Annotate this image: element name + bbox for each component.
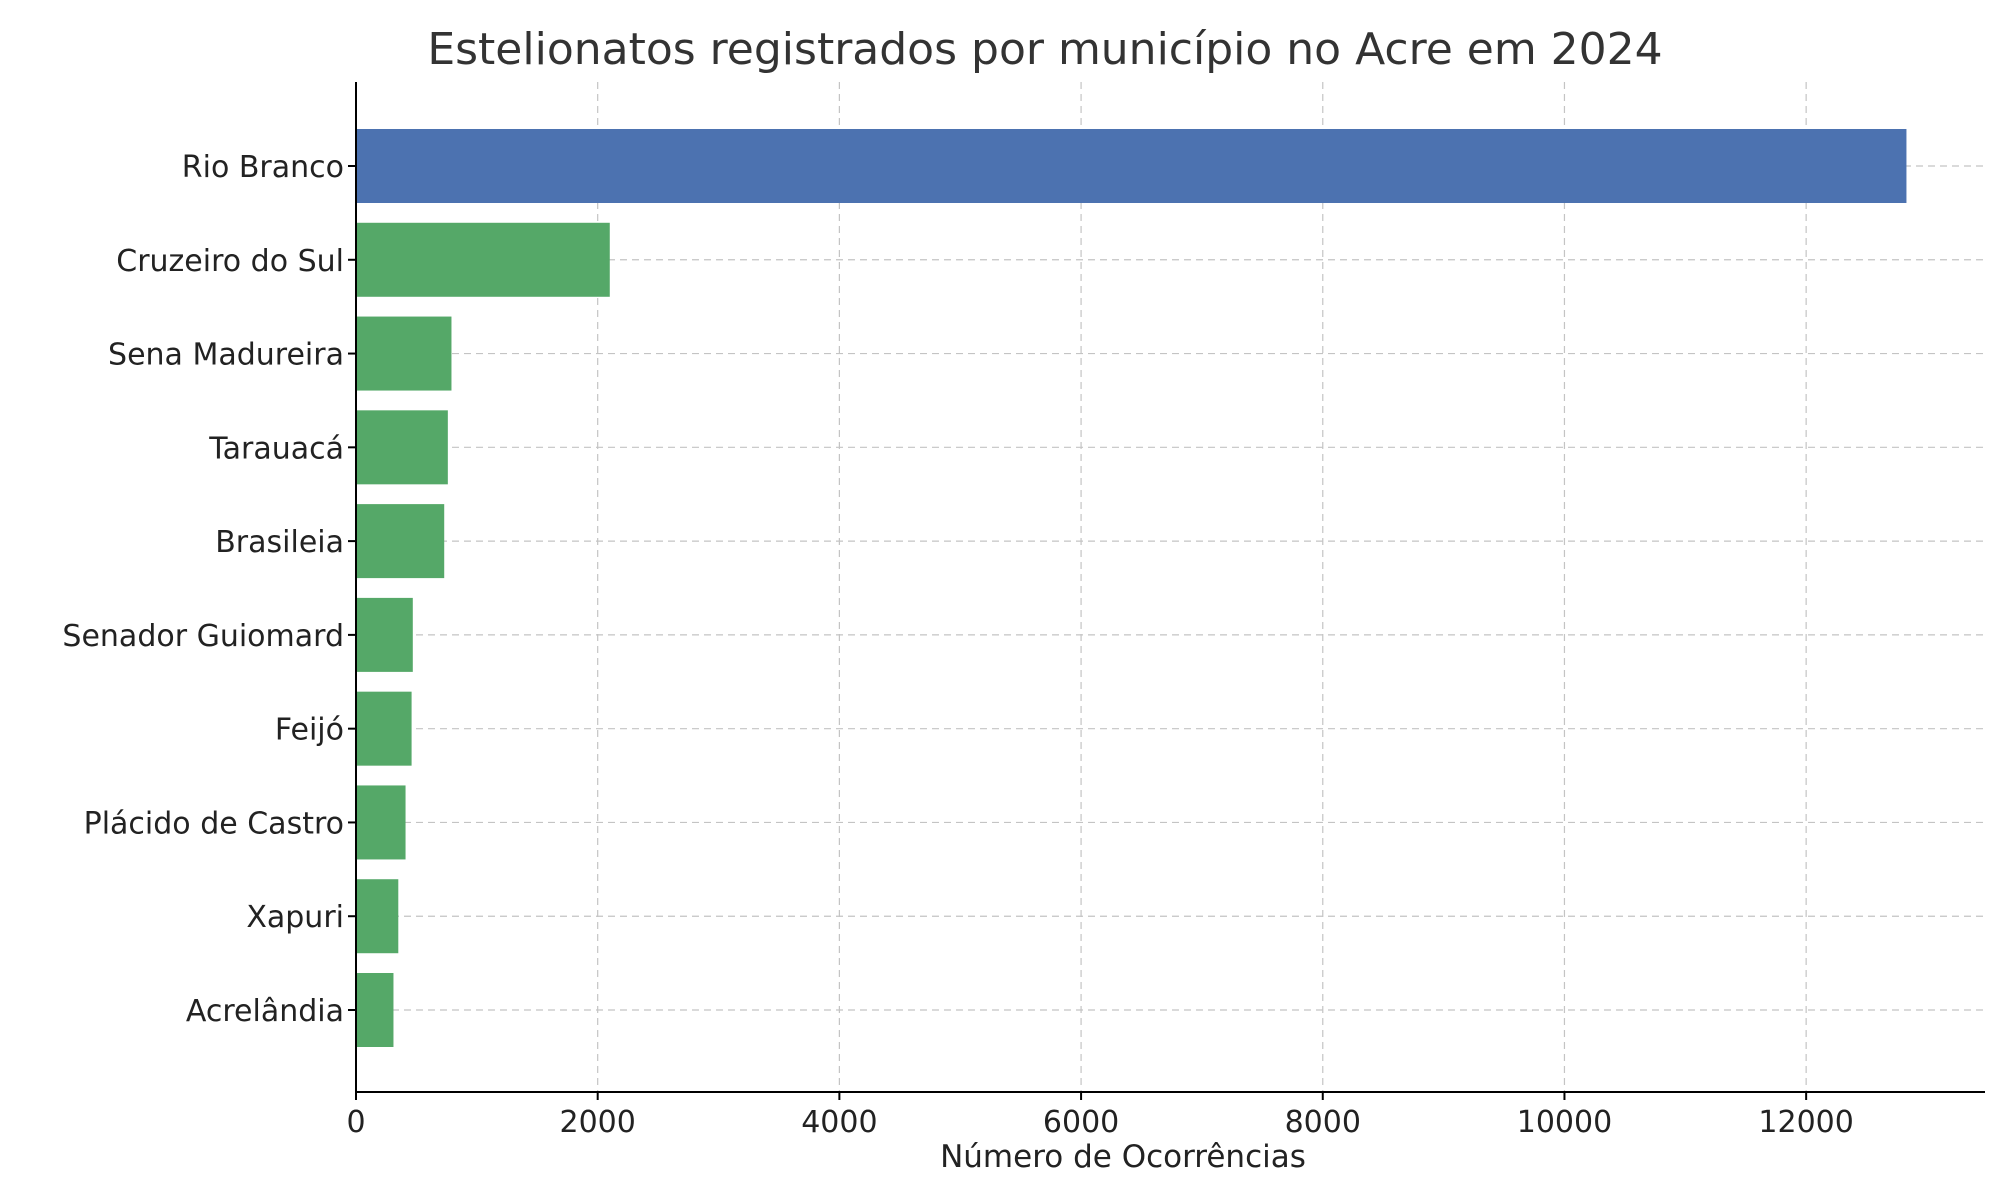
bar bbox=[356, 129, 1907, 203]
category-labels: Rio Branco Cruzeiro do Sul Sena Madureira T… bbox=[62, 150, 356, 1029]
category-label: Tarauacá bbox=[208, 431, 344, 466]
bar bbox=[356, 597, 413, 672]
bar bbox=[356, 879, 399, 954]
x-axis-label: Número de Ocorrências bbox=[940, 1139, 1306, 1175]
bar bbox=[356, 222, 610, 297]
category-label: Brasileia bbox=[215, 525, 344, 560]
x-tick-label: 4000 bbox=[801, 1105, 877, 1140]
category-label: Feijó bbox=[275, 713, 344, 748]
x-tick-label: 12000 bbox=[1758, 1105, 1853, 1140]
x-tick-label: 2000 bbox=[560, 1105, 636, 1140]
bar bbox=[356, 691, 412, 766]
category-label: Sena Madureira bbox=[108, 338, 344, 373]
bars bbox=[356, 129, 1907, 1047]
category-label: Senador Guiomard bbox=[62, 619, 344, 654]
grid-lines bbox=[355, 82, 1985, 1092]
x-axis-ticks: 0 2000 4000 6000 8000 10000 12000 bbox=[346, 1092, 1854, 1140]
bar bbox=[356, 504, 445, 579]
x-tick-label: 6000 bbox=[1043, 1105, 1119, 1140]
bar bbox=[356, 973, 394, 1047]
bar bbox=[356, 785, 406, 860]
x-tick-label: 0 bbox=[346, 1105, 365, 1140]
x-tick-label: 8000 bbox=[1285, 1105, 1361, 1140]
x-tick-label: 10000 bbox=[1517, 1105, 1612, 1140]
bar bbox=[356, 316, 452, 391]
category-label: Cruzeiro do Sul bbox=[116, 244, 344, 279]
category-label: Xapuri bbox=[246, 900, 344, 935]
bar bbox=[356, 410, 448, 485]
category-label: Plácido de Castro bbox=[84, 806, 344, 841]
category-label: Acrelândia bbox=[186, 994, 344, 1029]
category-label: Rio Branco bbox=[182, 150, 344, 185]
chart-title: Estelionatos registrados por município n… bbox=[427, 24, 1662, 75]
